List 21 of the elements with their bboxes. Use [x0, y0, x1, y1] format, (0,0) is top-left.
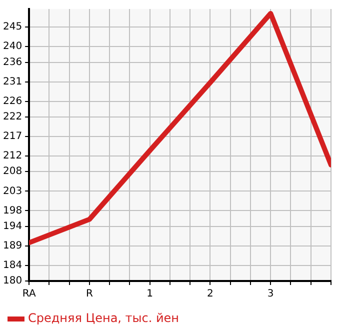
x-tick-label: 3 [267, 288, 274, 300]
y-tick-label: 184 [2, 260, 22, 271]
y-tick-label: 212 [2, 150, 22, 162]
y-tick-label: 217 [2, 131, 22, 142]
x-tick-label: 1 [146, 288, 154, 300]
y-tick-label: 198 [2, 205, 22, 216]
x-tick-label: R [86, 288, 93, 300]
y-tick-label: 231 [2, 76, 22, 88]
y-tick-label: 236 [2, 56, 22, 68]
y-tick-label: 194 [2, 220, 22, 232]
y-tick-label: 203 [2, 186, 22, 197]
y-tick-label: 180 [2, 276, 22, 287]
y-tick-label: 240 [2, 41, 22, 52]
x-tick-label: RA [22, 288, 36, 300]
x-tick-label: 2 [207, 288, 214, 300]
y-tick-label: 226 [2, 96, 22, 107]
y-tick-label: 189 [2, 240, 22, 252]
y-tick-label: 208 [2, 166, 22, 178]
legend-label: Средняя Цена, тыс. йен [28, 311, 180, 326]
y-tick-label: 222 [2, 112, 22, 123]
y-tick-label: 245 [2, 22, 22, 33]
